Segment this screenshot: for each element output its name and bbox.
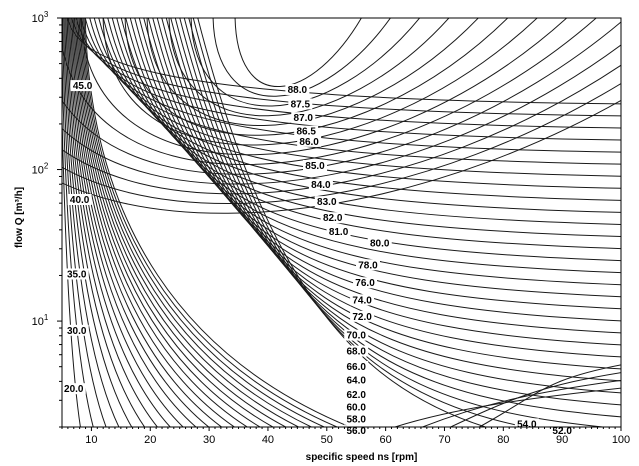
- x-tick-label: 70: [438, 434, 450, 446]
- contour-label: 62.0: [346, 390, 366, 401]
- contour-label: 70.0: [346, 331, 366, 342]
- contour-line: [102, 13, 639, 201]
- contour-line: [165, 13, 639, 370]
- contour-label: 30.0: [67, 326, 87, 337]
- y-axis-title: flow Q [m³/h]: [14, 187, 25, 248]
- contour-label: 88.0: [288, 85, 308, 96]
- contour-line: [161, 13, 639, 358]
- contour-label: 81.0: [329, 227, 349, 238]
- contour-label: 78.0: [358, 260, 378, 271]
- x-tick-label: 30: [203, 434, 215, 446]
- contour-label: 86.0: [299, 137, 319, 148]
- contour-line: [81, 13, 572, 155]
- contour-line: [93, 13, 639, 177]
- x-tick-label: 60: [380, 434, 392, 446]
- contour-label: 80.0: [370, 239, 390, 250]
- contour-label: 74.0: [352, 295, 372, 306]
- y-tick-label: 101: [32, 313, 49, 328]
- y-tick-label: 103: [32, 10, 49, 25]
- contour-line: [0, 13, 639, 204]
- y-tick-label: 102: [32, 162, 49, 177]
- x-tick-label: 50: [321, 434, 333, 446]
- contour-label: 64.0: [346, 375, 366, 386]
- contour-line: [380, 387, 631, 432]
- contour-line: [188, 13, 639, 431]
- contour-label: 45.0: [73, 81, 93, 92]
- contour-line: [77, 13, 278, 437]
- contour-line: [213, 13, 394, 96]
- contour-line: [80, 13, 639, 140]
- contour-label: 35.0: [67, 269, 87, 280]
- contour-lines: [0, 13, 639, 455]
- contour-label: 87.0: [294, 113, 314, 124]
- contour-label: 40.0: [70, 195, 90, 206]
- contour-label: 84.0: [311, 180, 331, 191]
- contour-label: 76.0: [355, 278, 375, 289]
- x-tick-label: 20: [144, 434, 156, 446]
- contour-line: [111, 13, 639, 225]
- contour-label: 66.0: [346, 362, 366, 373]
- contour-line: [73, 13, 236, 437]
- contour-label: 60.0: [346, 402, 366, 413]
- contour-label: 85.0: [305, 161, 325, 172]
- contour-label: 82.0: [323, 213, 343, 224]
- contour-label: 87.5: [291, 99, 311, 110]
- contour-line: [103, 13, 542, 145]
- contour-label: 58.0: [346, 415, 366, 426]
- x-tick-label: 40: [262, 434, 274, 446]
- contour-line: [15, 13, 639, 184]
- contour-line: [235, 13, 364, 87]
- contour-label: 20.0: [64, 384, 84, 395]
- contour-label: 68.0: [346, 347, 366, 358]
- x-tick-label: 80: [497, 434, 509, 446]
- x-axis-title: specific speed ns [rpm]: [306, 452, 418, 463]
- x-tick-label: 90: [556, 434, 568, 446]
- x-tick-label: 100: [612, 434, 630, 446]
- contour-line: [143, 13, 639, 310]
- contour-line: [72, 13, 222, 437]
- x-tick-label: 10: [85, 434, 97, 446]
- contour-label: 83.0: [317, 197, 337, 208]
- contour-label: 72.0: [352, 312, 372, 323]
- contour-line: [179, 13, 639, 407]
